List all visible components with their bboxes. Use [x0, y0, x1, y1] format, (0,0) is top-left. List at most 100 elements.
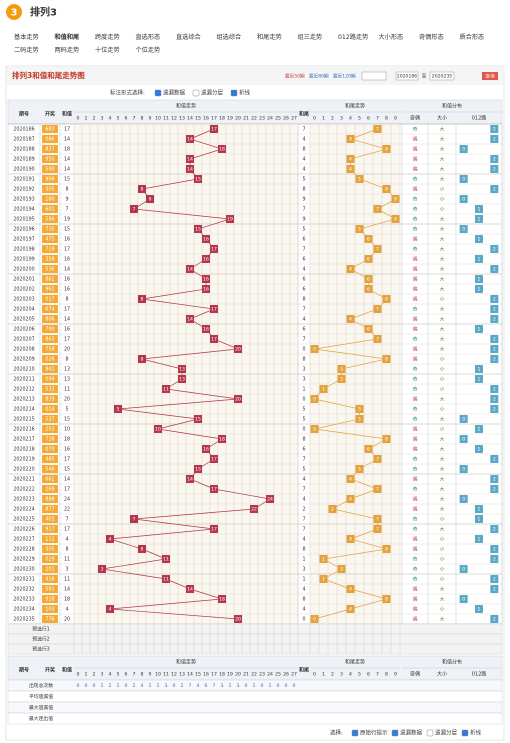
footer-checkbox[interactable]	[461, 729, 469, 737]
nav-link[interactable]: 奇偶形态	[419, 33, 444, 41]
sum-value: 14	[64, 317, 70, 323]
nav-link[interactable]: 组三走势	[298, 33, 323, 41]
tail-marker-label: 4	[349, 137, 352, 143]
tail-marker	[373, 245, 382, 253]
period: 2020235	[13, 617, 34, 623]
draw-badge	[42, 175, 58, 183]
big-small: 大	[440, 346, 445, 353]
sum-marker	[186, 265, 194, 273]
tail-value: 6	[302, 257, 305, 263]
option-label[interactable]: 遗漏分层	[201, 89, 224, 97]
nav-link[interactable]: 基本走势	[14, 33, 39, 41]
sum-value: 14	[64, 267, 70, 273]
footer-option[interactable]: 折线	[470, 729, 482, 737]
sum-axis-label: 1	[85, 672, 88, 678]
option-label[interactable]: 遗漏数据	[163, 89, 186, 97]
nav-link[interactable]: 和尾走势	[257, 33, 282, 41]
tail-marker-label: 9	[394, 217, 397, 223]
nav-link[interactable]: 跨度走势	[95, 33, 120, 41]
footer-checkbox[interactable]	[426, 729, 434, 737]
tail-marker	[346, 585, 355, 593]
option-checkbox[interactable]	[154, 89, 162, 97]
tail-marker-label: 8	[385, 547, 388, 553]
tail-axis-label: 0	[313, 116, 316, 122]
nav-link[interactable]: 两码走势	[55, 46, 80, 54]
query-text[interactable]: 查询	[485, 73, 495, 80]
nav-link[interactable]: 组选综合	[217, 33, 242, 41]
nav-link[interactable]: 质合形态	[460, 33, 485, 41]
big-small: 大	[440, 236, 445, 243]
footer-checkbox[interactable]	[391, 729, 399, 737]
route-marker-label: 1	[478, 537, 481, 543]
route-marker-label: 1	[478, 427, 481, 433]
odd-even: 偶	[413, 286, 418, 293]
nav-link[interactable]: 和值和尾	[54, 33, 80, 41]
sum-marker	[194, 175, 202, 183]
period: 2020215	[13, 417, 34, 423]
odd-even: 偶	[413, 396, 418, 403]
tail-marker-label: 5	[358, 467, 361, 473]
panel-head	[7, 67, 503, 85]
odd-even: 偶	[413, 166, 418, 173]
draw: 719	[45, 247, 54, 253]
nav-link[interactable]: 大小形态	[379, 33, 404, 41]
preselect-label: 预选行2	[32, 636, 49, 643]
footer-checkbox[interactable]	[351, 729, 359, 737]
period-link[interactable]: 最近120期	[333, 73, 356, 80]
sum-value: 17	[64, 337, 70, 343]
odd-even: 偶	[413, 476, 418, 483]
nav-link[interactable]: 个位走势	[136, 46, 161, 54]
period: 2020188	[13, 147, 34, 153]
option-checkbox[interactable]	[192, 89, 200, 97]
route-marker-label: 1	[478, 377, 481, 383]
big-small: 大	[440, 166, 445, 173]
header-sum-section: 和值走势	[176, 659, 196, 666]
period: 2020206	[13, 327, 34, 333]
sum-axis-label: 13	[179, 672, 185, 678]
tail-marker-label: 7	[376, 517, 379, 523]
option-checkbox[interactable]	[230, 89, 238, 97]
route-marker	[490, 135, 499, 143]
odd-even: 奇	[413, 226, 418, 233]
route-marker-label: 2	[493, 557, 496, 563]
tail-marker	[346, 155, 355, 163]
draw: 358	[45, 257, 54, 263]
route-marker-label: 1	[478, 517, 481, 523]
sum-value: 16	[64, 237, 70, 243]
sum-marker-label: 8	[141, 187, 144, 193]
footer-option[interactable]: 遗漏分层	[435, 729, 458, 737]
odd-even: 偶	[413, 616, 418, 623]
route-marker	[474, 505, 483, 513]
period-link[interactable]: 最近50期	[285, 73, 305, 80]
tail-value: 7	[302, 247, 305, 253]
sum-axis-label: 14	[187, 116, 193, 122]
draw: 017	[45, 297, 54, 303]
period: 2020224	[13, 507, 34, 513]
tail-marker-label: 3	[340, 567, 343, 573]
header-oe: 奇偶	[410, 671, 420, 678]
odd-even: 偶	[413, 356, 418, 363]
nav-link[interactable]: 直选综合	[176, 33, 201, 41]
tail-marker	[382, 185, 391, 193]
sum-axis-label: 21	[243, 672, 249, 678]
draw: 537	[45, 417, 54, 423]
sum-value: 16	[64, 257, 70, 263]
nav-link[interactable]: 二码走势	[14, 46, 39, 54]
sum-marker-label: 17	[211, 457, 217, 463]
tail-marker	[346, 495, 355, 503]
option-label[interactable]: 折线	[239, 89, 251, 97]
nav-link[interactable]: 十位走势	[95, 46, 120, 54]
tail-value: 5	[302, 467, 305, 473]
nav-link[interactable]: 直选形态	[136, 33, 161, 41]
nav-link[interactable]: 012路走势	[338, 33, 368, 41]
from-input	[395, 71, 419, 81]
tail-marker-label: 4	[349, 497, 352, 503]
period: 2020219	[13, 457, 34, 463]
period-link[interactable]: 最近80期	[309, 73, 329, 80]
footer-option[interactable]: 遗漏数据	[400, 729, 423, 737]
tail-marker	[355, 405, 364, 413]
sum-marker	[138, 295, 146, 303]
sum-marker	[162, 575, 170, 583]
sum-marker-label: 14	[187, 317, 193, 323]
footer-option[interactable]: 原始行提示	[360, 729, 388, 737]
